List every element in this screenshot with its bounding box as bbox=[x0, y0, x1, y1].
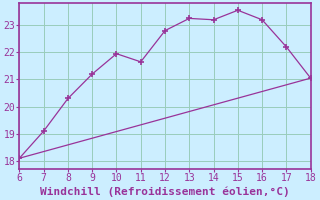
X-axis label: Windchill (Refroidissement éolien,°C): Windchill (Refroidissement éolien,°C) bbox=[40, 186, 290, 197]
